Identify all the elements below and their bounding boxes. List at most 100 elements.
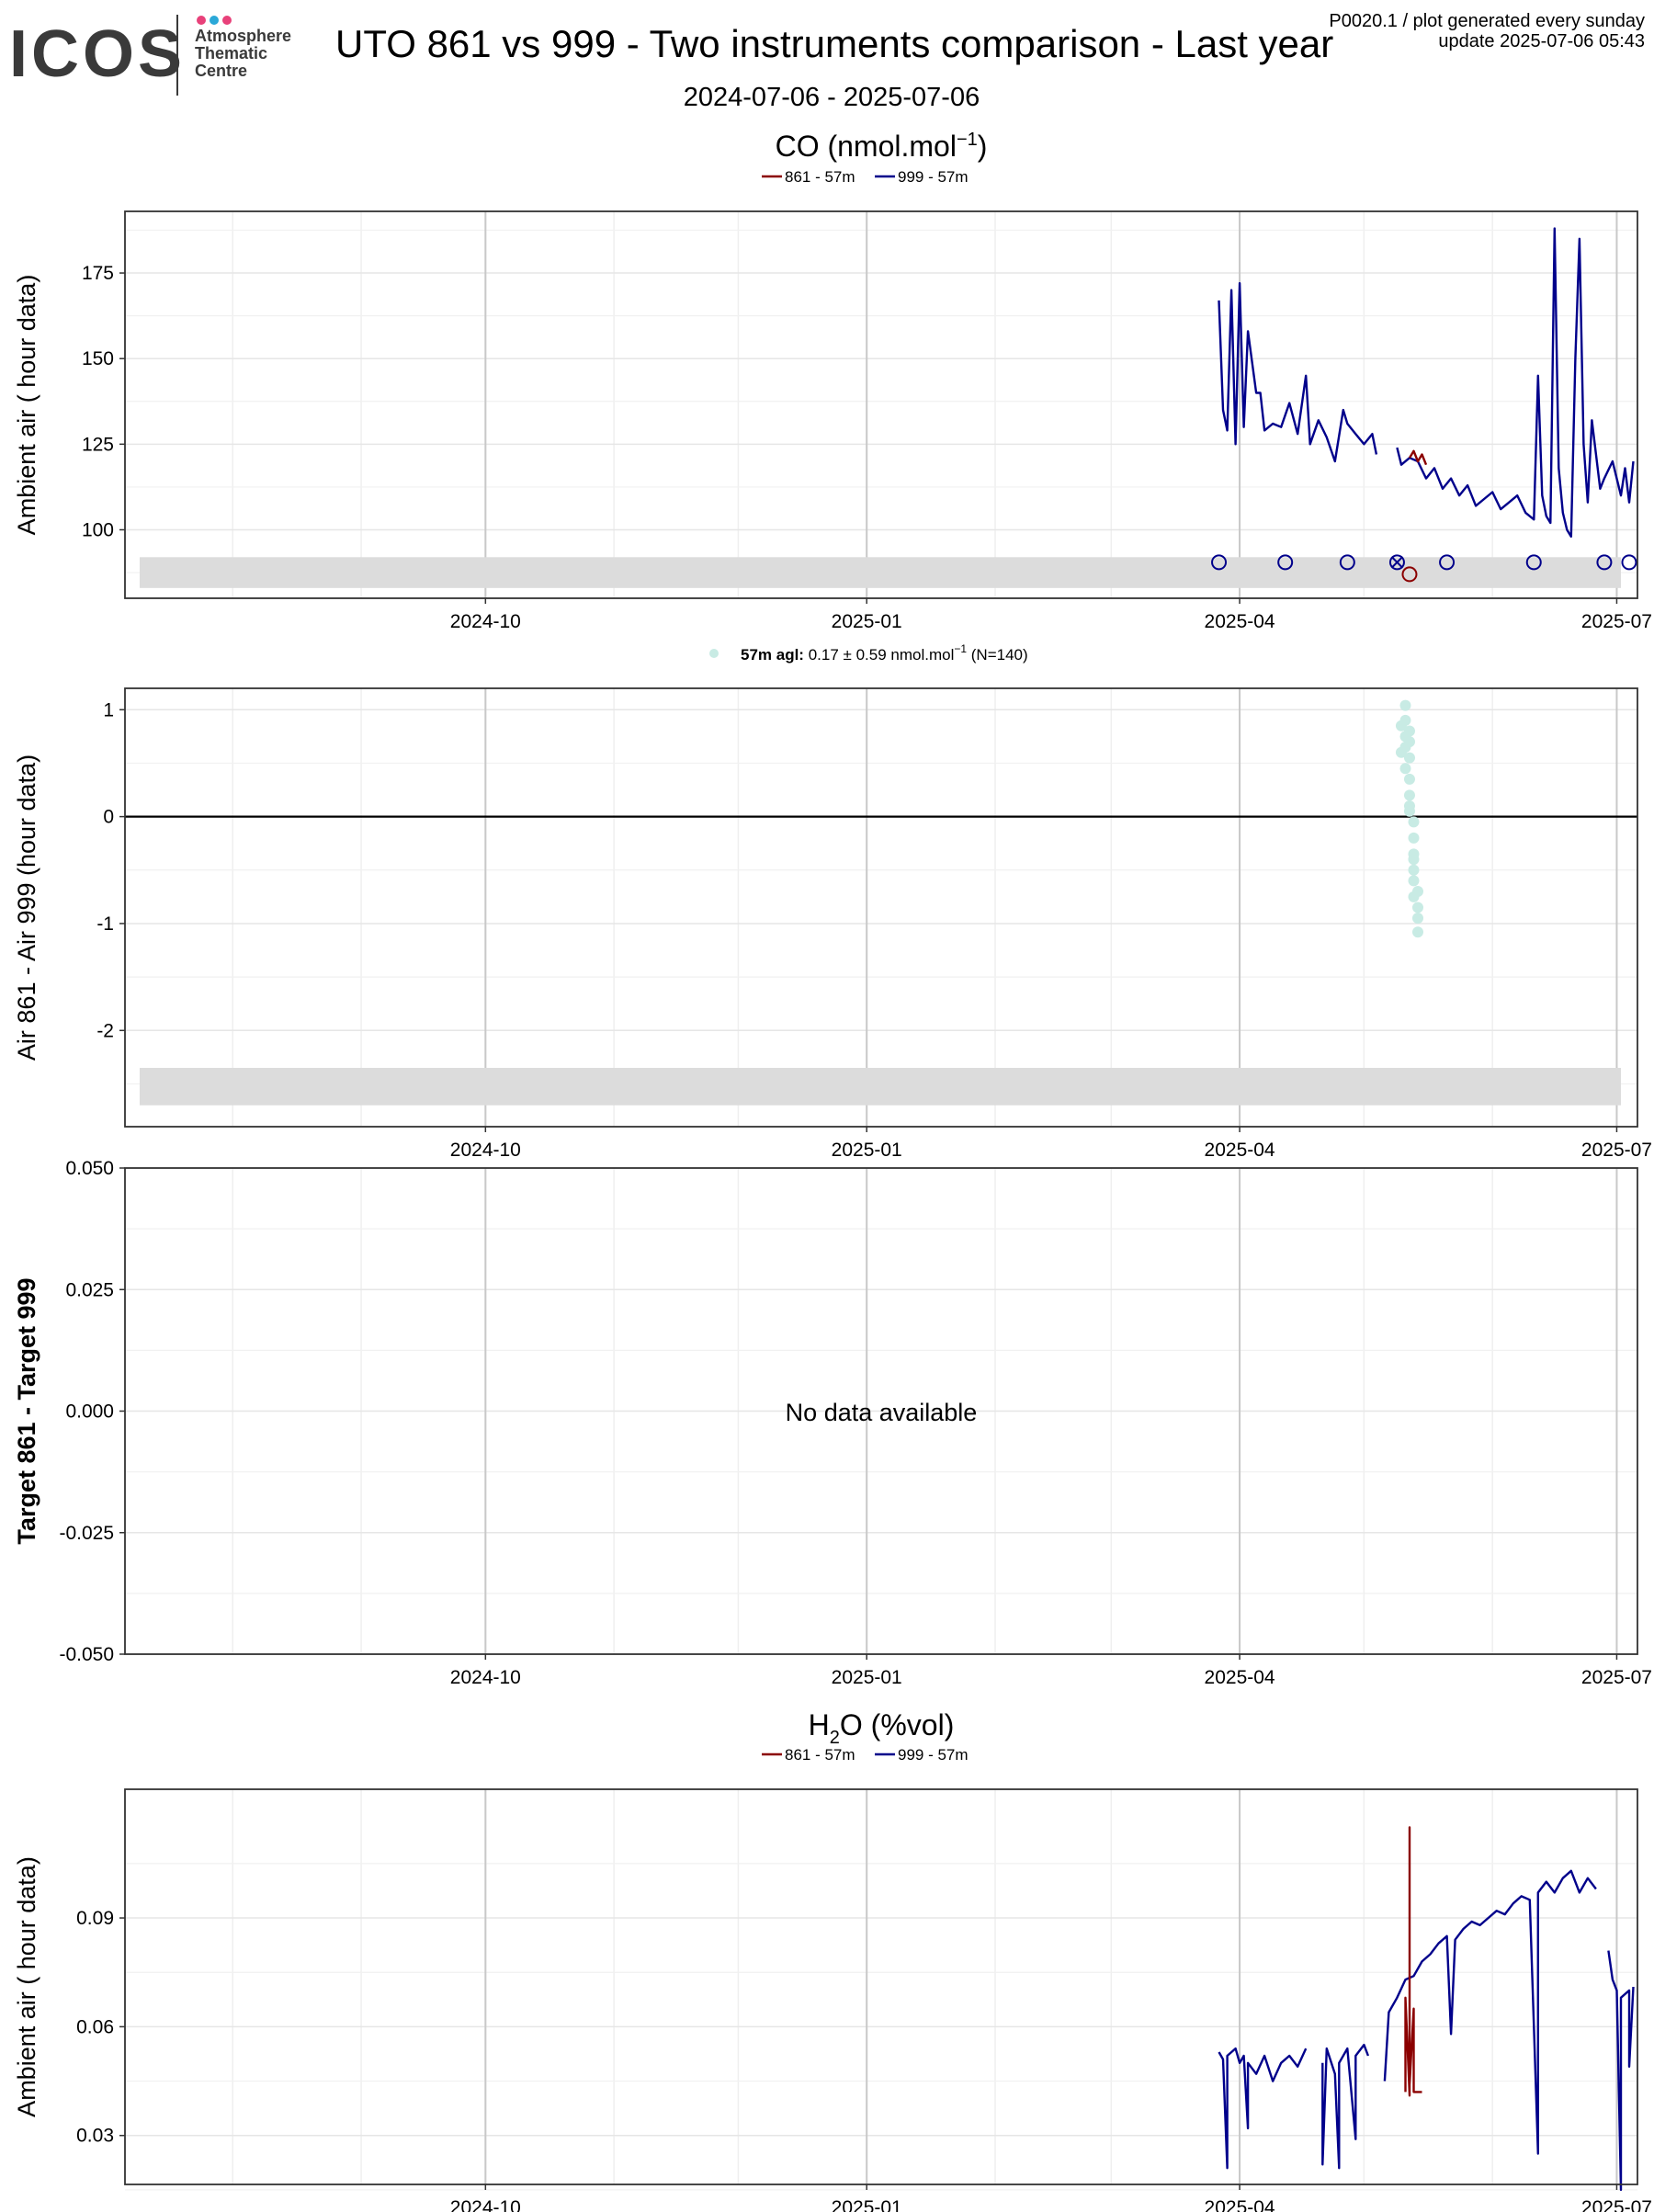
- co-title-end: ): [978, 130, 988, 163]
- diff-legend-text: 57m agl: 0.17 ± 0.59 nmol.mol−1 (N=140): [741, 642, 1028, 664]
- diff-point: [1399, 699, 1411, 711]
- y-axis-label: Target 861 - Target 999: [13, 1277, 40, 1544]
- y-tick-label: 0.09: [76, 1908, 114, 1929]
- y-tick-label: 0.050: [65, 1158, 114, 1179]
- co-target-marker-999: [1439, 554, 1456, 571]
- co-target-marker-999: [1525, 554, 1542, 571]
- diff-legend-sup: −1: [954, 642, 967, 655]
- y-tick-label: 0.000: [65, 1401, 114, 1423]
- y-tick-label: -2: [96, 1020, 114, 1041]
- x-tick-label: 2025-04: [1205, 611, 1275, 632]
- co-target-cross: [1390, 556, 1404, 569]
- x-tick-label: 2025-04: [1205, 2197, 1275, 2212]
- x-tick-label: 2025-01: [832, 1667, 902, 1688]
- logo-divider: [176, 15, 178, 96]
- h2o-series-999-57m: [1607, 1950, 1635, 2192]
- y-tick-label: -1: [96, 913, 114, 935]
- y-tick-label: 1: [103, 699, 114, 720]
- generation-info: P0020.1 / plot generated every sunday: [1329, 11, 1645, 31]
- y-tick-label: 0: [103, 807, 114, 828]
- legend-label: 999 - 57m: [898, 1746, 969, 1764]
- no-data-message: No data available: [786, 1399, 978, 1426]
- h2o-title: H2O (%vol): [809, 1708, 955, 1748]
- co-title: CO (nmol.mol−1): [776, 130, 988, 163]
- update-timestamp: update 2025-07-06 05:43: [1438, 31, 1645, 51]
- x-tick-label: 2025-07: [1581, 611, 1652, 632]
- diff-point: [1399, 763, 1411, 775]
- x-tick-label: 2025-04: [1205, 1667, 1275, 1688]
- co-target-marker-999: [1596, 554, 1613, 571]
- co-panel: [125, 211, 1637, 604]
- diff-point: [1403, 736, 1415, 748]
- y-tick-label: -0.050: [59, 1644, 114, 1665]
- h2o-series-861-57m: [1404, 1826, 1422, 2097]
- x-tick-label: 2025-07: [1581, 2197, 1652, 2212]
- y-tick-label: -0.025: [59, 1523, 114, 1544]
- diff-point: [1408, 816, 1420, 828]
- y-tick-label: 150: [82, 348, 114, 369]
- diff-panel: [125, 688, 1637, 1132]
- diff-legend-n: (N=140): [967, 646, 1028, 664]
- co-target-marker-861: [1401, 566, 1418, 583]
- co-target-band: [140, 557, 1621, 588]
- h2o-title-sub: 2: [830, 1728, 840, 1748]
- x-tick-label: 2025-04: [1205, 1140, 1275, 1161]
- diff-point: [1411, 902, 1423, 913]
- legend-label: 861 - 57m: [785, 1746, 855, 1764]
- diff-point: [1403, 752, 1415, 764]
- diff-point: [1408, 854, 1420, 866]
- y-axis-label: Air 861 - Air 999 (hour data): [13, 754, 40, 1061]
- y-tick-label: 125: [82, 434, 114, 455]
- co-title-main: CO (nmol.mol: [776, 130, 957, 163]
- co-title-sup: −1: [957, 130, 978, 150]
- logo-dot-pink-2: [222, 16, 232, 25]
- h2o-series-999-57m: [1383, 1869, 1597, 2155]
- diff-point: [1411, 886, 1423, 898]
- co-target-marker-999: [1339, 554, 1355, 571]
- h2o-title-main: H: [809, 1708, 830, 1741]
- x-tick-label: 2024-10: [450, 1667, 521, 1688]
- logo-subtitle: Atmosphere Thematic Centre: [195, 27, 292, 80]
- legend-label: 999 - 57m: [898, 168, 969, 186]
- x-tick-label: 2025-01: [832, 1140, 902, 1161]
- diff-point: [1403, 800, 1415, 811]
- x-tick-label: 2024-10: [450, 611, 521, 632]
- x-tick-label: 2025-01: [832, 2197, 902, 2212]
- diff-point: [1395, 720, 1407, 732]
- date-range: 2024-07-06 - 2025-07-06: [683, 83, 980, 112]
- y-tick-label: 0.03: [76, 2126, 114, 2147]
- co-border: [124, 210, 1638, 599]
- co-series-999-57m: [1218, 282, 1378, 463]
- diff-point: [1403, 773, 1415, 785]
- diff-target-band: [140, 1068, 1621, 1106]
- icos-logo: ICOS: [9, 17, 187, 91]
- x-tick-label: 2025-01: [832, 611, 902, 632]
- co-target-marker-999: [1388, 554, 1405, 571]
- h2o-border: [124, 1788, 1638, 2185]
- y-tick-label: 175: [82, 263, 114, 284]
- diff-point: [1411, 926, 1423, 938]
- diff-point: [1408, 832, 1420, 844]
- co-series-999-57m: [1396, 227, 1635, 539]
- legend-label: 861 - 57m: [785, 168, 855, 186]
- y-axis-label: Ambient air ( hour data): [13, 275, 40, 536]
- x-tick-label: 2025-07: [1581, 1667, 1652, 1688]
- logo-dot-pink: [197, 16, 206, 25]
- x-tick-label: 2025-07: [1581, 1140, 1652, 1161]
- page-title: UTO 861 vs 999 - Two instruments compari…: [335, 22, 1334, 65]
- h2o-series-999-57m: [1218, 2047, 1308, 2170]
- y-tick-label: 0.025: [65, 1279, 114, 1300]
- co-series-861-57m: [1408, 449, 1428, 466]
- diff-legend-dot: [709, 649, 719, 658]
- y-tick-label: 100: [82, 519, 114, 540]
- diff-point: [1411, 913, 1423, 925]
- x-tick-label: 2024-10: [450, 1140, 521, 1161]
- h2o-series-999-57m: [1321, 2043, 1370, 2170]
- diff-point: [1408, 875, 1420, 887]
- diff-legend-bold: 57m agl:: [741, 646, 809, 664]
- diff-point: [1395, 746, 1407, 758]
- logo-dot-blue: [210, 16, 219, 25]
- h2o-title-end: O (%vol): [840, 1708, 954, 1741]
